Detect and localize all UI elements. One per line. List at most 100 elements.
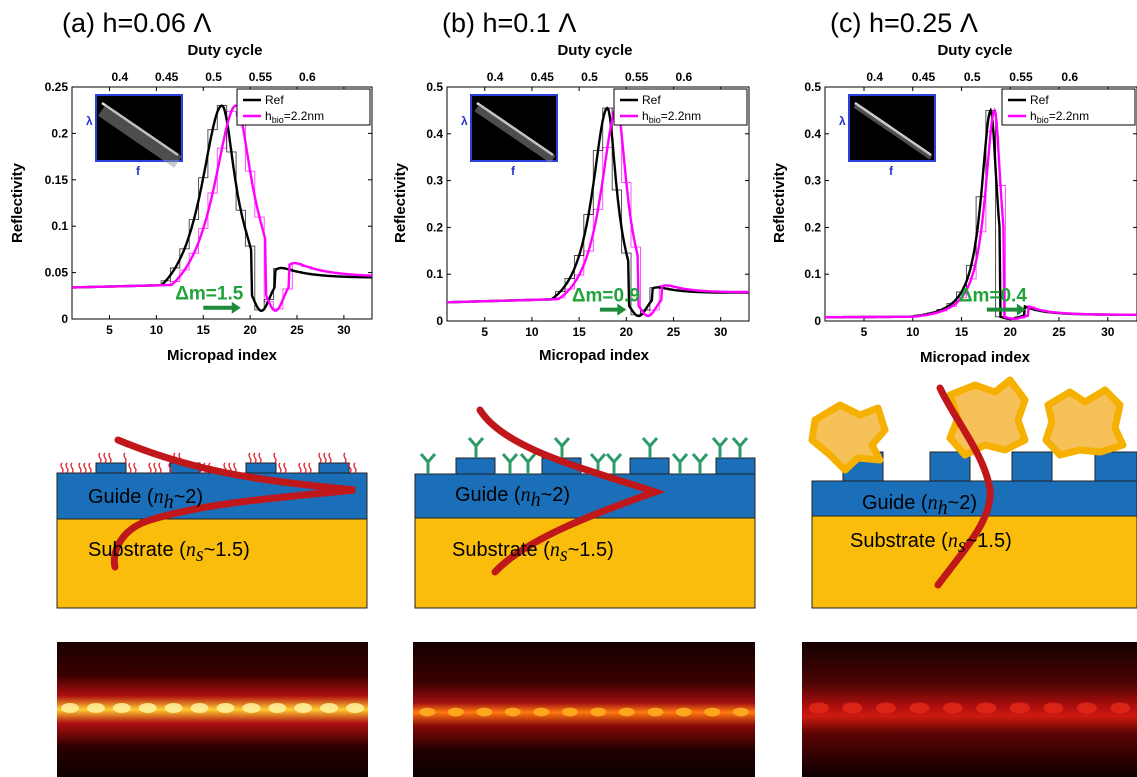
legend-box: [236, 88, 371, 126]
shift-label: Δm=0.4: [959, 286, 1027, 307]
x-axis-label: Micropad index: [167, 347, 278, 364]
x2-tick-label: 0.55: [625, 70, 649, 84]
mode-profile-curve: [934, 384, 994, 589]
x2-tick-label: 0.6: [676, 70, 693, 84]
field-hotspot: [1043, 702, 1064, 714]
x-axis-label: Micropad index: [920, 349, 1031, 366]
micropad: [1094, 451, 1137, 482]
biomolecule: [298, 462, 302, 474]
y-tick-label: 0.2: [51, 126, 68, 140]
field-hotspot: [504, 707, 521, 717]
micropad: [455, 457, 496, 475]
x2-tick-label: 0.55: [1009, 70, 1033, 84]
y-tick-label: 0.2: [426, 220, 443, 234]
field-hotspot: [190, 703, 209, 713]
x2-tick-label: 0.45: [531, 70, 555, 84]
field-hotspot: [138, 703, 157, 713]
field-hotspot: [618, 707, 635, 717]
top-axis-label: Duty cycle: [187, 42, 262, 59]
biomolecule: [128, 462, 132, 474]
substrate-label: Substrate (ns~1.5): [88, 539, 250, 566]
x-tick-label: 30: [337, 323, 351, 337]
cell-particle: [946, 376, 1029, 459]
inset-band-glow: [98, 104, 182, 168]
legend-ref-label: Ref: [1030, 93, 1049, 107]
field-hotspot: [942, 702, 963, 714]
micropad: [715, 457, 756, 475]
biomolecule: [278, 462, 282, 474]
micropad: [95, 462, 127, 474]
biomolecule: [303, 462, 307, 474]
field-hotspot: [164, 703, 183, 713]
x-tick-label: 10: [906, 325, 920, 339]
cell-particle: [808, 401, 889, 474]
field-hotspot: [590, 707, 607, 717]
biomolecule: [123, 452, 127, 464]
x-tick-label: 5: [481, 325, 488, 339]
biomolecule: [153, 462, 157, 474]
y-tick-label: 0: [61, 312, 68, 326]
panel-a: (a) h=0.06 Λ Duty cycle 5 10 15 20 25 30 0.4 0.…: [9, 8, 373, 364]
x-tick-label: 25: [1052, 325, 1066, 339]
biomolecule: [98, 452, 102, 464]
x-tick-label: 25: [667, 325, 681, 339]
antibody: [519, 453, 537, 474]
antibody: [691, 453, 709, 474]
x-tick-label: 15: [572, 325, 586, 339]
substrate-layer: [414, 517, 756, 609]
y-tick-label: 0.05: [45, 266, 69, 280]
biomolecule: [108, 452, 112, 464]
biomolecule: [343, 452, 347, 464]
field-hotspot: [242, 703, 261, 713]
x2-tick-label: 0.4: [111, 70, 128, 84]
x-tick-label: 5: [861, 325, 868, 339]
inset-x-label: f: [136, 164, 141, 178]
legend-bio-label: hbio=2.2nm: [642, 109, 701, 125]
antibody: [467, 437, 485, 458]
inset-x-label: f: [889, 164, 894, 178]
y-tick-label: 0.1: [426, 267, 443, 281]
field-hotspot: [112, 703, 131, 713]
substrate-label: Substrate (ns~1.5): [850, 530, 1012, 557]
biomolecule: [158, 462, 162, 474]
field-hotspot: [675, 707, 692, 717]
field-hotspot: [268, 703, 287, 713]
antibody: [501, 453, 519, 474]
field-hotspot: [320, 703, 339, 713]
antibody: [671, 453, 689, 474]
guide-layer: [414, 473, 756, 519]
inset-band-glow: [853, 103, 933, 160]
x-tick-label: 15: [197, 323, 211, 337]
shift-label: Δm=0.9: [572, 286, 640, 307]
field-map-c: [802, 642, 1137, 777]
x2-tick-label: 0.45: [912, 70, 936, 84]
biomolecule: [103, 452, 107, 464]
substrate-layer: [56, 518, 368, 609]
biomolecule: [353, 462, 357, 474]
y-tick-label: 0.3: [426, 174, 443, 188]
field-hotspot: [476, 707, 493, 717]
field-hotspot: [533, 707, 550, 717]
panel-b: (b) h=0.1 Λ Duty cycle 5 10 15 20 25 30 0.4 0.4…: [392, 8, 750, 364]
x2-tick-label: 0.5: [205, 70, 222, 84]
field-hotspot: [1076, 702, 1097, 714]
x2-tick-label: 0.6: [299, 70, 316, 84]
field-hotspot: [1009, 702, 1030, 714]
x-tick-label: 5: [106, 323, 113, 337]
field-hotspot: [875, 702, 896, 714]
field-hotspot: [447, 707, 464, 717]
top-axis-label: Duty cycle: [937, 42, 1012, 59]
x2-tick-label: 0.5: [581, 70, 598, 84]
field-hotspot: [647, 707, 664, 717]
waveguide-schematic-c: Guide (nh~2) Substrate (ns~1.5): [808, 376, 1137, 609]
field-hotspot: [61, 703, 79, 713]
x-tick-label: 30: [1101, 325, 1115, 339]
field-map-b: [413, 642, 755, 777]
biomolecule: [60, 462, 64, 474]
antibody: [641, 437, 659, 458]
x2-tick-label: 0.4: [487, 70, 504, 84]
y-tick-label: 0.3: [804, 174, 821, 188]
substrate-label: Substrate (ns~1.5): [452, 539, 614, 566]
inset-x-label: f: [511, 164, 516, 178]
